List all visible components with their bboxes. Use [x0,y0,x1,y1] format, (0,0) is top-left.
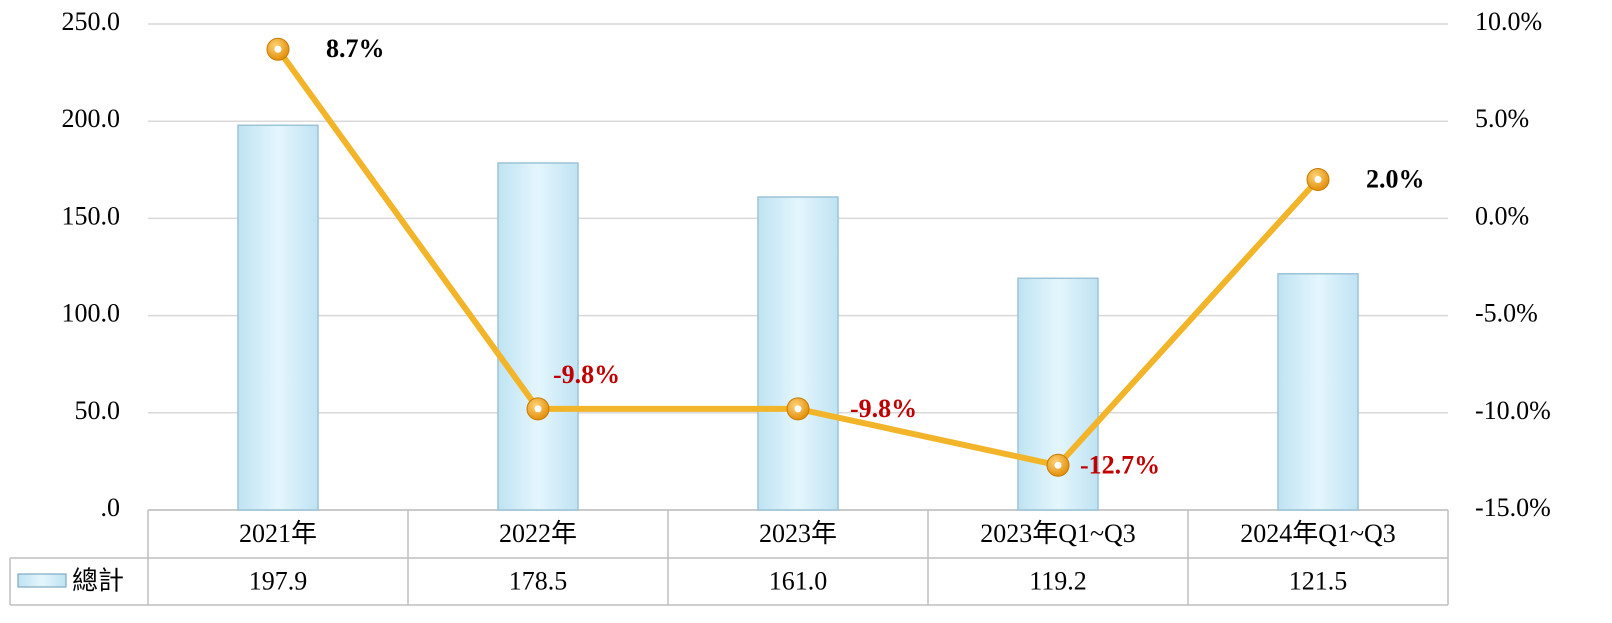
y-tick-label: 50.0 [75,396,121,425]
bar [1277,273,1359,511]
table-value: 178.5 [509,566,568,595]
bar [757,196,839,511]
y2-tick-label: 0.0% [1475,201,1529,230]
x-tick-label: 2023年Q1~Q3 [980,519,1136,548]
table-value: 119.2 [1029,566,1087,595]
legend-label: 總計 [72,566,124,595]
data-label: -9.8% [850,394,917,423]
x-tick-label: 2024年Q1~Q3 [1240,519,1396,548]
marker-center [1314,176,1322,184]
data-label: -12.7% [1080,450,1160,479]
table-value: 197.9 [249,566,308,595]
data-label: 2.0% [1366,164,1425,193]
legend-swatch [17,573,67,588]
y-tick-label: 150.0 [62,201,121,230]
y2-tick-label: -5.0% [1475,299,1538,328]
x-tick-label: 2021年 [239,519,317,548]
data-label: 8.7% [326,34,385,63]
y2-tick-label: 5.0% [1475,104,1529,133]
data-label: -9.8% [553,360,620,389]
bar [497,162,579,511]
table-value: 161.0 [769,566,828,595]
y-tick-label: 100.0 [62,299,121,328]
y2-tick-label: -10.0% [1475,396,1551,425]
x-tick-label: 2023年 [759,519,837,548]
y-tick-label: 250.0 [62,7,121,36]
y2-tick-label: 10.0% [1475,7,1542,36]
y-tick-label: .0 [101,493,121,522]
x-tick-label: 2022年 [499,519,577,548]
marker-center [534,405,542,413]
bar [237,124,319,511]
y-tick-label: 200.0 [62,104,121,133]
y2-tick-label: -15.0% [1475,493,1551,522]
marker-center [1054,461,1062,469]
marker-center [794,405,802,413]
marker-center [274,45,282,53]
table-value: 121.5 [1289,566,1348,595]
